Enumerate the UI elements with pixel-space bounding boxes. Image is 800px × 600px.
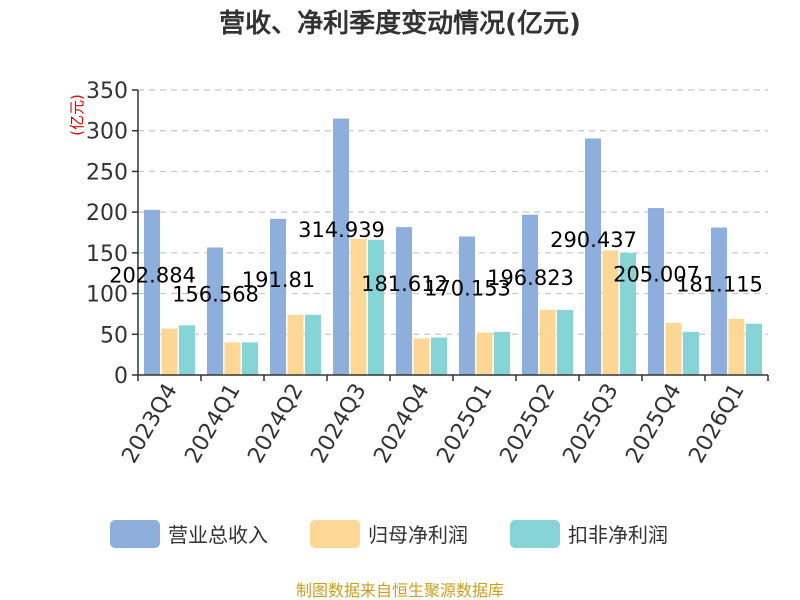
data-label: 181.115: [676, 272, 763, 296]
source-note: 制图数据来自恒生聚源数据库: [296, 581, 504, 600]
data-label: 202.884: [109, 263, 196, 287]
x-tick-label: 2025Q2: [495, 380, 560, 468]
bar: [585, 138, 601, 375]
bar: [350, 239, 367, 375]
bar: [711, 227, 727, 375]
y-tick-label: 0: [114, 364, 128, 389]
bar: [494, 331, 510, 375]
bar: [270, 218, 286, 375]
y-tick-label: 350: [86, 79, 128, 104]
bar: [287, 314, 304, 375]
legend: 营业总收入 归母净利润 扣非净利润: [110, 520, 668, 548]
bar: [476, 332, 493, 375]
bar: [333, 118, 349, 375]
bar: [746, 323, 762, 375]
bar: [305, 314, 321, 375]
y-tick-label: 50: [100, 323, 128, 348]
bar: [413, 338, 430, 375]
y-axis-label: (亿元): [68, 94, 86, 136]
bar: [368, 239, 384, 375]
bar: [207, 247, 223, 375]
bar: [539, 309, 556, 375]
x-tick-label: 2023Q4: [117, 380, 182, 468]
legend-swatch: [510, 520, 560, 548]
legend-label: 归母净利润: [368, 523, 468, 547]
data-label: 196.823: [487, 266, 574, 290]
bar: [144, 209, 160, 375]
y-tick-label: 100: [86, 283, 128, 308]
grid-lines: [138, 89, 768, 335]
bar: [161, 328, 178, 375]
bar: [665, 322, 682, 375]
x-tick-label: 2025Q3: [558, 380, 623, 468]
chart-title: 营收、净利季度变动情况(亿元): [219, 8, 581, 39]
legend-label: 扣非净利润: [568, 523, 668, 547]
bar: [431, 337, 447, 375]
y-tick-label: 150: [86, 242, 128, 267]
x-tick-label: 2025Q1: [432, 380, 497, 468]
legend-swatch: [110, 520, 160, 548]
bar: [683, 331, 699, 375]
legend-label: 营业总收入: [168, 523, 268, 547]
bars: [144, 118, 762, 375]
bar: [620, 252, 636, 375]
data-label: 156.568: [172, 282, 259, 306]
x-tick-label: 2024Q3: [306, 380, 371, 468]
bar: [602, 250, 619, 375]
legend-swatch: [310, 520, 360, 548]
bar: [179, 325, 195, 375]
data-label: 191.81: [242, 268, 315, 292]
data-label: 205.007: [613, 263, 700, 287]
data-label: 314.939: [298, 218, 385, 242]
x-tick-label: 2024Q2: [243, 380, 308, 468]
x-axis-ticks: 2023Q42024Q12024Q22024Q32024Q42025Q12025…: [117, 375, 769, 468]
bar: [396, 227, 412, 375]
bar: [522, 214, 538, 375]
bar: [242, 342, 258, 375]
bar: [557, 309, 573, 375]
x-tick-label: 2025Q4: [621, 380, 686, 468]
bar: [459, 236, 475, 375]
y-tick-label: 250: [86, 160, 128, 185]
x-tick-label: 2024Q4: [369, 380, 434, 468]
bar: [224, 342, 241, 375]
data-label: 290.437: [550, 228, 637, 252]
data-label: 170.153: [424, 277, 511, 301]
y-axis-ticks: 0 50 100 150 200 250 300 350: [86, 79, 138, 389]
x-tick-label: 2026Q1: [684, 380, 749, 468]
data-label: 181.612: [361, 272, 448, 296]
bar: [728, 318, 745, 375]
y-tick-label: 300: [86, 120, 128, 145]
bar: [648, 208, 664, 375]
y-tick-label: 200: [86, 201, 128, 226]
x-tick-label: 2024Q1: [180, 380, 245, 468]
